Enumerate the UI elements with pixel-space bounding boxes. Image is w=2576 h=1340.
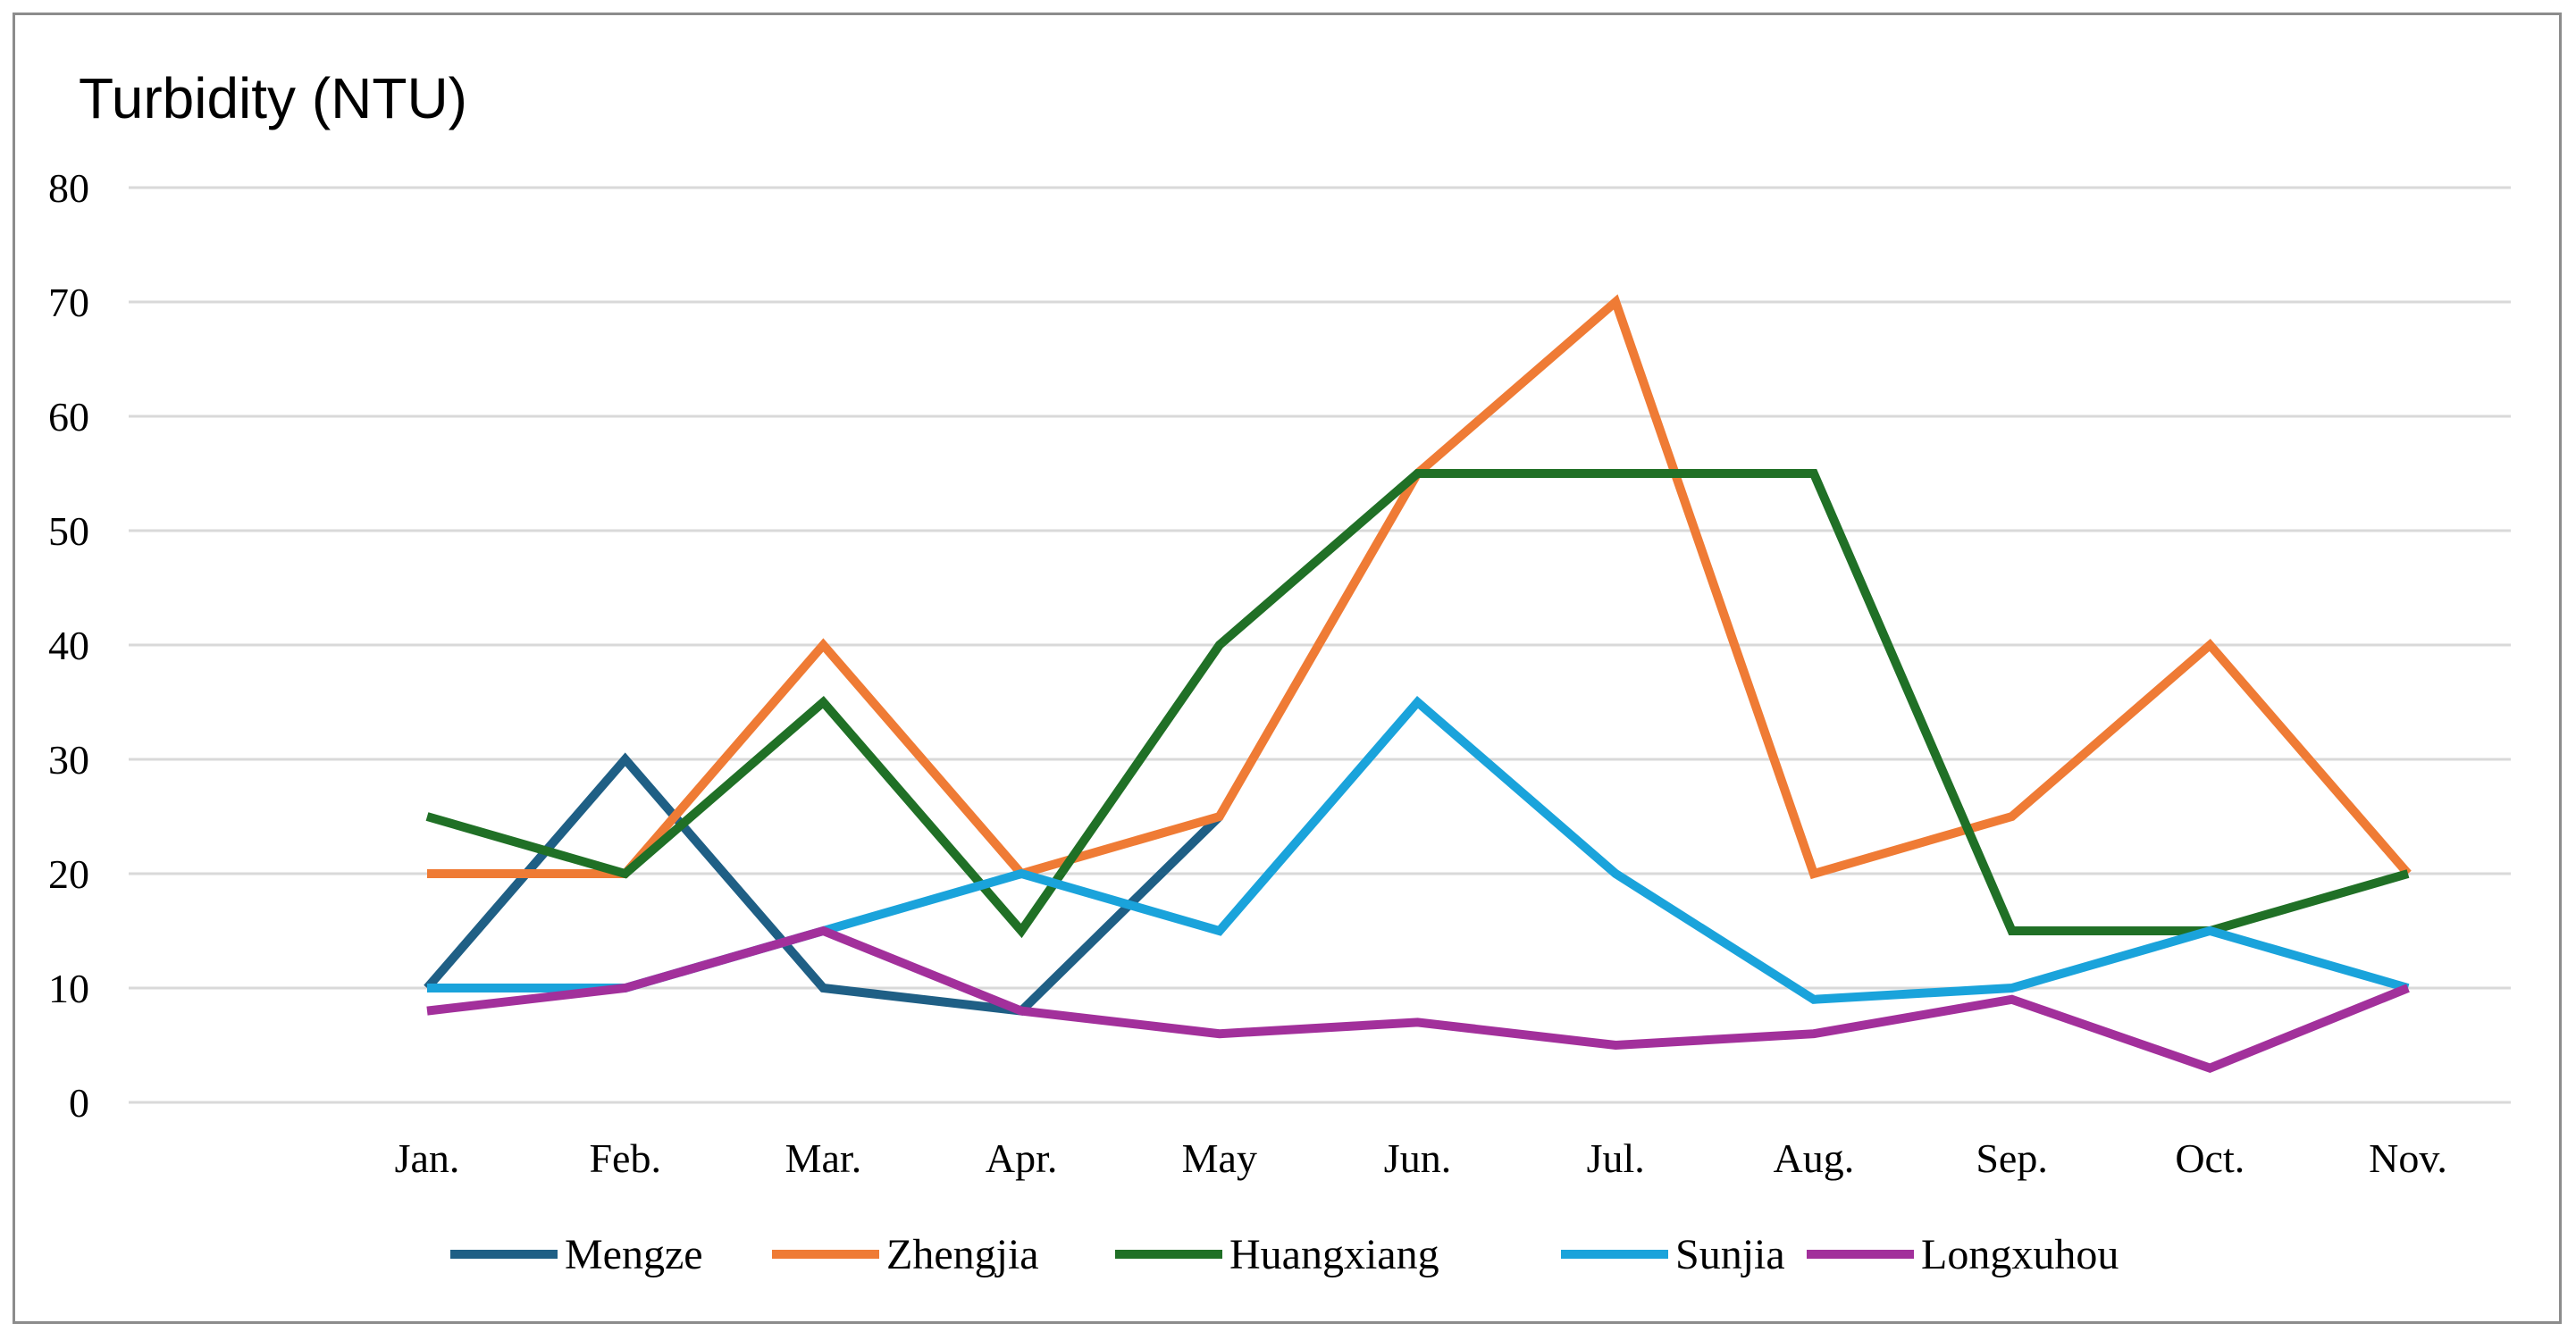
series-line-longxuhou — [426, 925, 2410, 1073]
x-tick-label: Feb. — [589, 1135, 661, 1181]
legend-label-mengze: Mengze — [565, 1231, 703, 1278]
x-tick-label: Jun. — [1384, 1135, 1451, 1181]
y-axis-ticks: 0 10 20 30 40 50 60 70 80 — [48, 165, 89, 1126]
y-tick-label: 10 — [48, 966, 89, 1011]
legend-label-sunjia: Sunjia — [1675, 1231, 1785, 1278]
legend-label-huangxiang: Huangxiang — [1229, 1231, 1439, 1278]
x-tick-label: May — [1182, 1135, 1257, 1181]
y-tick-label: 70 — [48, 280, 89, 325]
y-axis-title: Turbidity (NTU) — [79, 66, 467, 130]
x-tick-label: Jan. — [395, 1135, 460, 1181]
y-tick-label: 80 — [48, 165, 89, 211]
y-tick-label: 0 — [69, 1080, 89, 1126]
x-tick-label: Jul. — [1587, 1135, 1645, 1181]
legend-label-zhengjia: Zhengjia — [886, 1231, 1039, 1278]
y-tick-label: 40 — [48, 623, 89, 668]
y-tick-label: 30 — [48, 737, 89, 783]
series-line-huangxiang — [425, 469, 2410, 939]
legend: Mengze Zhengjia Huangxiang Sunjia Longxuhou — [450, 1231, 2119, 1278]
y-tick-label: 60 — [48, 394, 89, 440]
series-lines — [424, 294, 2412, 1073]
x-tick-label: Apr. — [986, 1135, 1058, 1181]
x-tick-label: Sep. — [1976, 1135, 2048, 1181]
x-tick-label: Oct. — [2175, 1135, 2245, 1181]
y-tick-label: 20 — [48, 851, 89, 897]
x-axis-ticks: Jan. Feb. Mar. Apr. May Jun. Jul. Aug. Sep. Oct. N… — [395, 1135, 2447, 1181]
x-tick-label: Mar. — [785, 1135, 862, 1181]
chart-frame — [13, 13, 2562, 1324]
legend-label-longxuhou: Longxuhou — [1921, 1231, 2119, 1278]
series-line-mengze — [424, 752, 1223, 1016]
x-tick-label: Nov. — [2369, 1135, 2447, 1181]
y-tick-label: 50 — [48, 508, 89, 554]
x-tick-label: Aug. — [1774, 1135, 1855, 1181]
